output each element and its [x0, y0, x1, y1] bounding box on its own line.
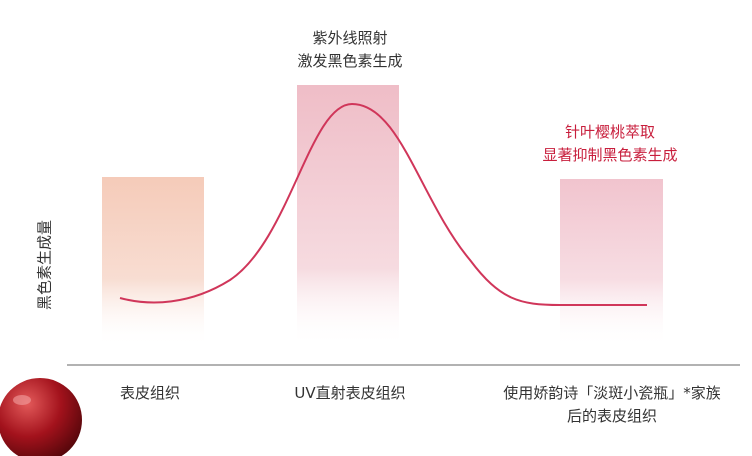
annotation: 紫外线照射 — [312, 29, 387, 47]
curve — [119, 102, 647, 306]
annotation: 显著抑制黑色素生成 — [542, 146, 677, 164]
category-label: 后的表皮组织 — [567, 407, 657, 425]
y-axis-label: 黑色素生成量 — [36, 220, 54, 310]
annotation: 针叶樱桃萃取 — [565, 123, 655, 141]
cherry — [0, 378, 82, 456]
bar — [560, 179, 663, 347]
category-label: 表皮组织 — [120, 384, 180, 402]
bar — [102, 177, 204, 347]
bar — [297, 85, 399, 347]
annotation: 激发黑色素生成 — [297, 52, 402, 70]
category-label: 使用娇韵诗「淡斑小瓷瓶」*家族 — [503, 384, 721, 402]
category-label: UV直射表皮组织 — [294, 384, 405, 402]
